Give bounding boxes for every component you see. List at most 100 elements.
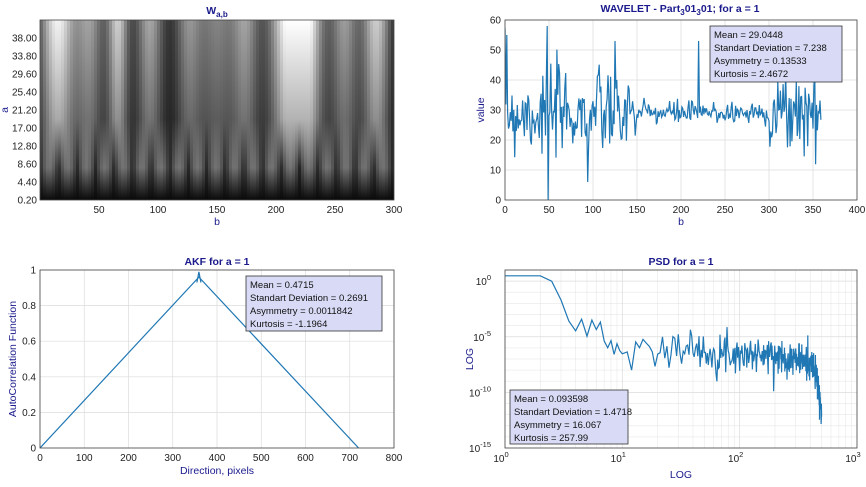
heatmap-column bbox=[253, 20, 257, 200]
heatmap-title-main: W bbox=[206, 5, 216, 17]
psd-x-tick-label: 101 bbox=[611, 450, 626, 465]
wavelet-y-tick-label: 30 bbox=[490, 106, 502, 117]
psd-y-tick-label: 10-15 bbox=[469, 440, 491, 455]
psd-series-line bbox=[505, 275, 823, 425]
heatmap-column bbox=[166, 20, 170, 200]
heatmap-y-tick-label: 29.60 bbox=[12, 70, 37, 81]
heatmap-column bbox=[130, 20, 134, 200]
psd-y-tick-base: 10 bbox=[469, 444, 481, 455]
psd-y-tick-exp: -10 bbox=[480, 384, 491, 393]
wavelet-frame bbox=[504, 19, 858, 201]
wavelet-stat-kurt: Kurtosis = 2.4672 bbox=[714, 69, 788, 80]
heatmap-column bbox=[55, 20, 59, 200]
wavelet-x-tick-label: 100 bbox=[585, 205, 602, 216]
heatmap-column bbox=[301, 20, 305, 200]
heatmap-column bbox=[121, 20, 125, 200]
psd-x-tick-exp: 2 bbox=[739, 450, 743, 459]
psd-stat-asym: Asymmetry = 16.067 bbox=[514, 420, 601, 431]
heatmap-column bbox=[319, 20, 323, 200]
heatmap-image bbox=[40, 20, 394, 200]
wavelet-title-p4: 01; for a = 1 bbox=[701, 3, 760, 15]
heatmap-column bbox=[70, 20, 74, 200]
psd-frame bbox=[504, 269, 858, 449]
heatmap-y-tick-label: 8.60 bbox=[18, 160, 38, 171]
wavelet-x-tick-label: 300 bbox=[761, 205, 778, 216]
heatmap-column bbox=[91, 20, 95, 200]
heatmap-column bbox=[268, 20, 272, 200]
wavelet-ylabel: value bbox=[475, 97, 487, 122]
heatmap-column bbox=[109, 20, 113, 200]
heatmap-column bbox=[286, 20, 290, 200]
wavelet-x-tick-label: 250 bbox=[717, 205, 734, 216]
psd-x-tick-label: 100 bbox=[493, 450, 508, 465]
wavelet-x-tick-label: 200 bbox=[673, 205, 690, 216]
heatmap-column bbox=[190, 20, 194, 200]
wavelet-stats-box: Mean = 29.0448 Standart Deviation = 7.23… bbox=[709, 25, 843, 83]
heatmap-column bbox=[97, 20, 101, 200]
heatmap-column bbox=[169, 20, 173, 200]
heatmap-column bbox=[175, 20, 179, 200]
wavelet-panel: WAVELET - Part301301; for a = 1 0 50 100 15… bbox=[475, 3, 866, 228]
heatmap-column bbox=[40, 20, 44, 200]
heatmap-column bbox=[256, 20, 260, 200]
akf-stats-box: Mean = 0.4715 Standart Deviation = 0.269… bbox=[245, 275, 383, 332]
heatmap-column bbox=[82, 20, 86, 200]
akf-x-tick-label: 700 bbox=[341, 453, 358, 464]
heatmap-column bbox=[226, 20, 230, 200]
heatmap-column bbox=[67, 20, 71, 200]
akf-xlabel: Direction, pixels bbox=[180, 465, 254, 477]
heatmap-column bbox=[355, 20, 359, 200]
heatmap-y-tick-label: 25.40 bbox=[12, 88, 37, 99]
psd-x-tick-exp: 3 bbox=[856, 450, 860, 459]
heatmap-column bbox=[331, 20, 335, 200]
heatmap-column bbox=[115, 20, 119, 200]
akf-x-tick-label: 0 bbox=[37, 453, 43, 464]
wavelet-xlabel: b bbox=[678, 216, 684, 228]
heatmap-column bbox=[172, 20, 176, 200]
heatmap-column bbox=[73, 20, 77, 200]
heatmap-column bbox=[259, 20, 263, 200]
heatmap-y-tick-label: 38.00 bbox=[12, 34, 37, 45]
heatmap-y-tick-label: 4.40 bbox=[18, 178, 38, 189]
psd-y-tick-base: 10 bbox=[473, 333, 485, 344]
heatmap-column bbox=[202, 20, 206, 200]
heatmap-column bbox=[370, 20, 374, 200]
psd-ylabel: LOG bbox=[464, 348, 476, 370]
heatmap-x-tick-label: 100 bbox=[150, 205, 167, 216]
heatmap-column bbox=[199, 20, 203, 200]
heatmap-column bbox=[148, 20, 152, 200]
heatmap-column bbox=[220, 20, 224, 200]
heatmap-column bbox=[373, 20, 377, 200]
heatmap-column bbox=[85, 20, 89, 200]
akf-stat-mean: Mean = 0.4715 bbox=[250, 280, 314, 291]
heatmap-column bbox=[181, 20, 185, 200]
heatmap-column bbox=[124, 20, 128, 200]
heatmap-column bbox=[58, 20, 62, 200]
heatmap-column bbox=[43, 20, 47, 200]
heatmap-y-tick-label: 33.80 bbox=[12, 52, 37, 63]
psd-xlabel: LOG bbox=[670, 469, 692, 481]
heatmap-column bbox=[151, 20, 155, 200]
wavelet-x-tick-label: 400 bbox=[849, 205, 866, 216]
akf-x-tick-label: 100 bbox=[76, 453, 93, 464]
heatmap-column bbox=[376, 20, 380, 200]
psd-stat-std: Standart Deviation = 1.4718 bbox=[514, 407, 632, 418]
heatmap-column bbox=[235, 20, 239, 200]
heatmap-column bbox=[241, 20, 245, 200]
heatmap-column bbox=[340, 20, 344, 200]
wavelet-series-line bbox=[505, 25, 822, 200]
heatmap-column bbox=[325, 20, 329, 200]
akf-stat-kurt: Kurtosis = -1.1964 bbox=[250, 319, 327, 330]
psd-x-ticks: 100 101 102 103 bbox=[493, 450, 860, 465]
akf-y-ticks: 0 0.2 0.4 0.6 0.8 1 bbox=[22, 266, 36, 455]
heatmap-column bbox=[223, 20, 227, 200]
akf-stat-asym: Asymmetry = 0.0011842 bbox=[250, 306, 353, 317]
heatmap-column bbox=[334, 20, 338, 200]
heatmap-column bbox=[244, 20, 248, 200]
heatmap-column bbox=[94, 20, 98, 200]
wavelet-stats-bg bbox=[709, 25, 843, 83]
heatmap-column bbox=[118, 20, 122, 200]
heatmap-column bbox=[310, 20, 314, 200]
heatmap-column bbox=[271, 20, 275, 200]
